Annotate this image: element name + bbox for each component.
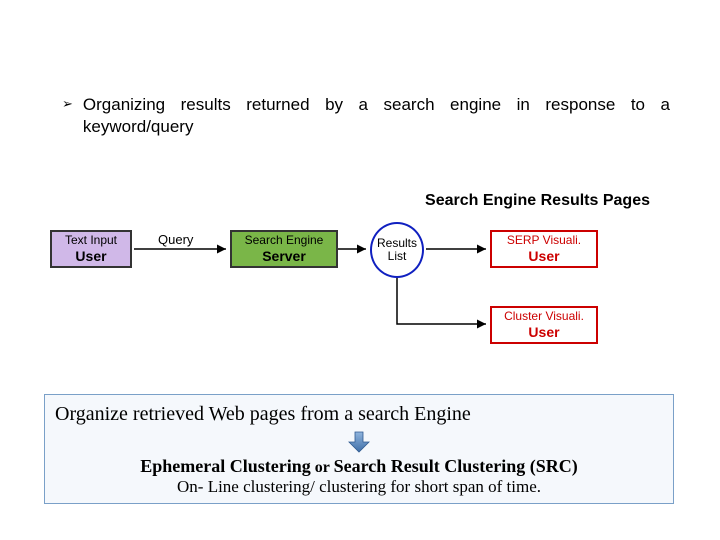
summary-box: Organize retrieved Web pages from a sear…: [44, 394, 674, 504]
summary-ephemeral: Ephemeral Clustering or Search Result Cl…: [55, 456, 663, 477]
node-line1: SERP Visuali.: [494, 233, 594, 247]
node-line2: User: [494, 324, 594, 341]
ephemeral-a: Ephemeral Clustering: [140, 456, 311, 476]
ellipse-line2: List: [388, 250, 407, 263]
summary-arrow-row: [55, 430, 663, 454]
node-cluster-visualization: Cluster Visuali. User: [490, 306, 598, 344]
node-serp-visualization: SERP Visuali. User: [490, 230, 598, 268]
bullet-text: Organizing results returned by a search …: [83, 94, 670, 138]
node-line1: Cluster Visuali.: [494, 309, 594, 323]
node-results-list: Results List: [370, 222, 424, 278]
down-arrow-icon: [345, 430, 373, 454]
flow-diagram: Text Input User Query Search Engine Serv…: [50, 218, 670, 348]
node-line2: Server: [234, 248, 334, 265]
ephemeral-b: Search Result Clustering (SRC): [334, 456, 578, 476]
serp-heading: Search Engine Results Pages: [425, 192, 650, 210]
node-line1: Text Input: [54, 233, 128, 247]
summary-title: Organize retrieved Web pages from a sear…: [55, 403, 663, 426]
node-search-engine-server: Search Engine Server: [230, 230, 338, 268]
node-text-input-user: Text Input User: [50, 230, 132, 268]
bullet-icon: ➢: [62, 94, 73, 114]
bullet-item: ➢ Organizing results returned by a searc…: [62, 94, 670, 138]
node-line2: User: [54, 248, 128, 265]
summary-online: On- Line clustering/ clustering for shor…: [55, 477, 663, 497]
node-line1: Search Engine: [234, 233, 334, 247]
ephemeral-or: or: [311, 459, 334, 476]
node-line2: User: [494, 248, 594, 265]
edge-label-query: Query: [158, 232, 193, 247]
